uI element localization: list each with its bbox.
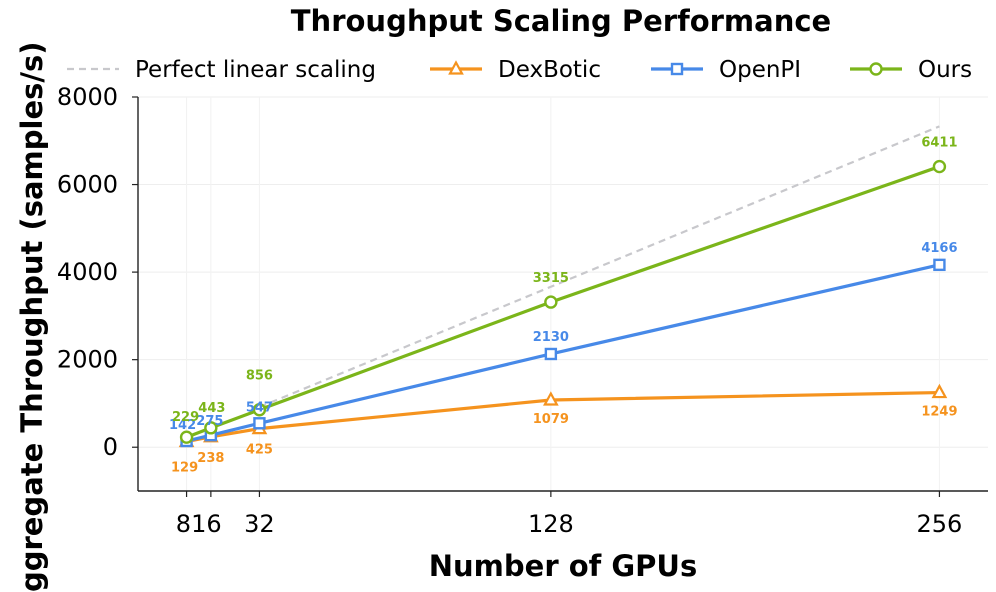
reference-line-perfect-scaling: [259, 125, 940, 409]
x-tick-label: 816: [176, 510, 222, 538]
y-tick-label: 6000: [57, 171, 118, 199]
ours-data-label: 3315: [533, 271, 569, 286]
x-axis-label: Number of GPUs: [429, 549, 697, 583]
legend-marker-openpi: [670, 62, 684, 76]
ours-marker: [544, 295, 558, 309]
ours-marker: [204, 421, 218, 435]
ours-marker: [932, 159, 947, 174]
dexbotic-data-label: 129: [171, 461, 198, 476]
ours-marker: [179, 430, 194, 444]
x-tick-label: 256: [917, 510, 963, 538]
ours-data-label: 443: [198, 401, 225, 416]
openpi-data-label: 2130: [533, 330, 569, 345]
openpi-data-label: 547: [246, 400, 273, 415]
ours-data-label: 6411: [921, 136, 957, 151]
openpi-data-label: 4166: [921, 241, 957, 256]
dexbotic-marker: [931, 383, 948, 399]
ours-data-label: 856: [246, 369, 273, 384]
x-tick-label: 32: [244, 510, 275, 538]
y-tick-label: 4000: [57, 258, 118, 286]
legend-label-openpi: OpenPI: [719, 57, 801, 83]
dexbotic-data-label: 425: [246, 443, 273, 458]
openpi-marker: [544, 347, 558, 361]
legend: Perfect linear scaling DexBotic OpenPI Ours: [67, 57, 972, 83]
y-tick-label: 8000: [57, 83, 118, 111]
ours-data-label: 229: [172, 410, 199, 425]
dexbotic-marker: [543, 391, 559, 406]
openpi-marker: [253, 417, 266, 430]
openpi-data-label: 275: [196, 414, 223, 429]
legend-label-dexbotic: DexBotic: [498, 57, 601, 83]
legend-label-ours: Ours: [918, 57, 972, 83]
series-line-ours: [185, 165, 940, 439]
dexbotic-data-label: 1079: [533, 412, 569, 427]
openpi-data-label: 142: [169, 418, 196, 433]
y-tick-label: 2000: [57, 346, 118, 374]
openpi-marker: [933, 258, 946, 272]
chart-title: Throughput Scaling Performance: [291, 4, 831, 38]
y-axis-label: Aggregate Throughput (samples/s): [15, 42, 49, 592]
series-markers: [178, 159, 948, 448]
axes: [137, 97, 988, 492]
legend-marker-ours: [869, 62, 883, 76]
y-ticks: 0 2000 4000 6000 8000: [57, 83, 138, 461]
dexbotic-data-label: 238: [197, 451, 224, 466]
dexbotic-data-label: 1249: [921, 405, 957, 420]
y-tick-label: 0: [103, 433, 118, 461]
x-ticks: 816 32 128 256: [176, 491, 963, 538]
x-tick-label: 128: [528, 510, 574, 538]
legend-marker-dexbotic: [448, 60, 464, 75]
ours-marker: [252, 403, 267, 417]
legend-label-perfect-linear-scaling: Perfect linear scaling: [135, 57, 376, 83]
